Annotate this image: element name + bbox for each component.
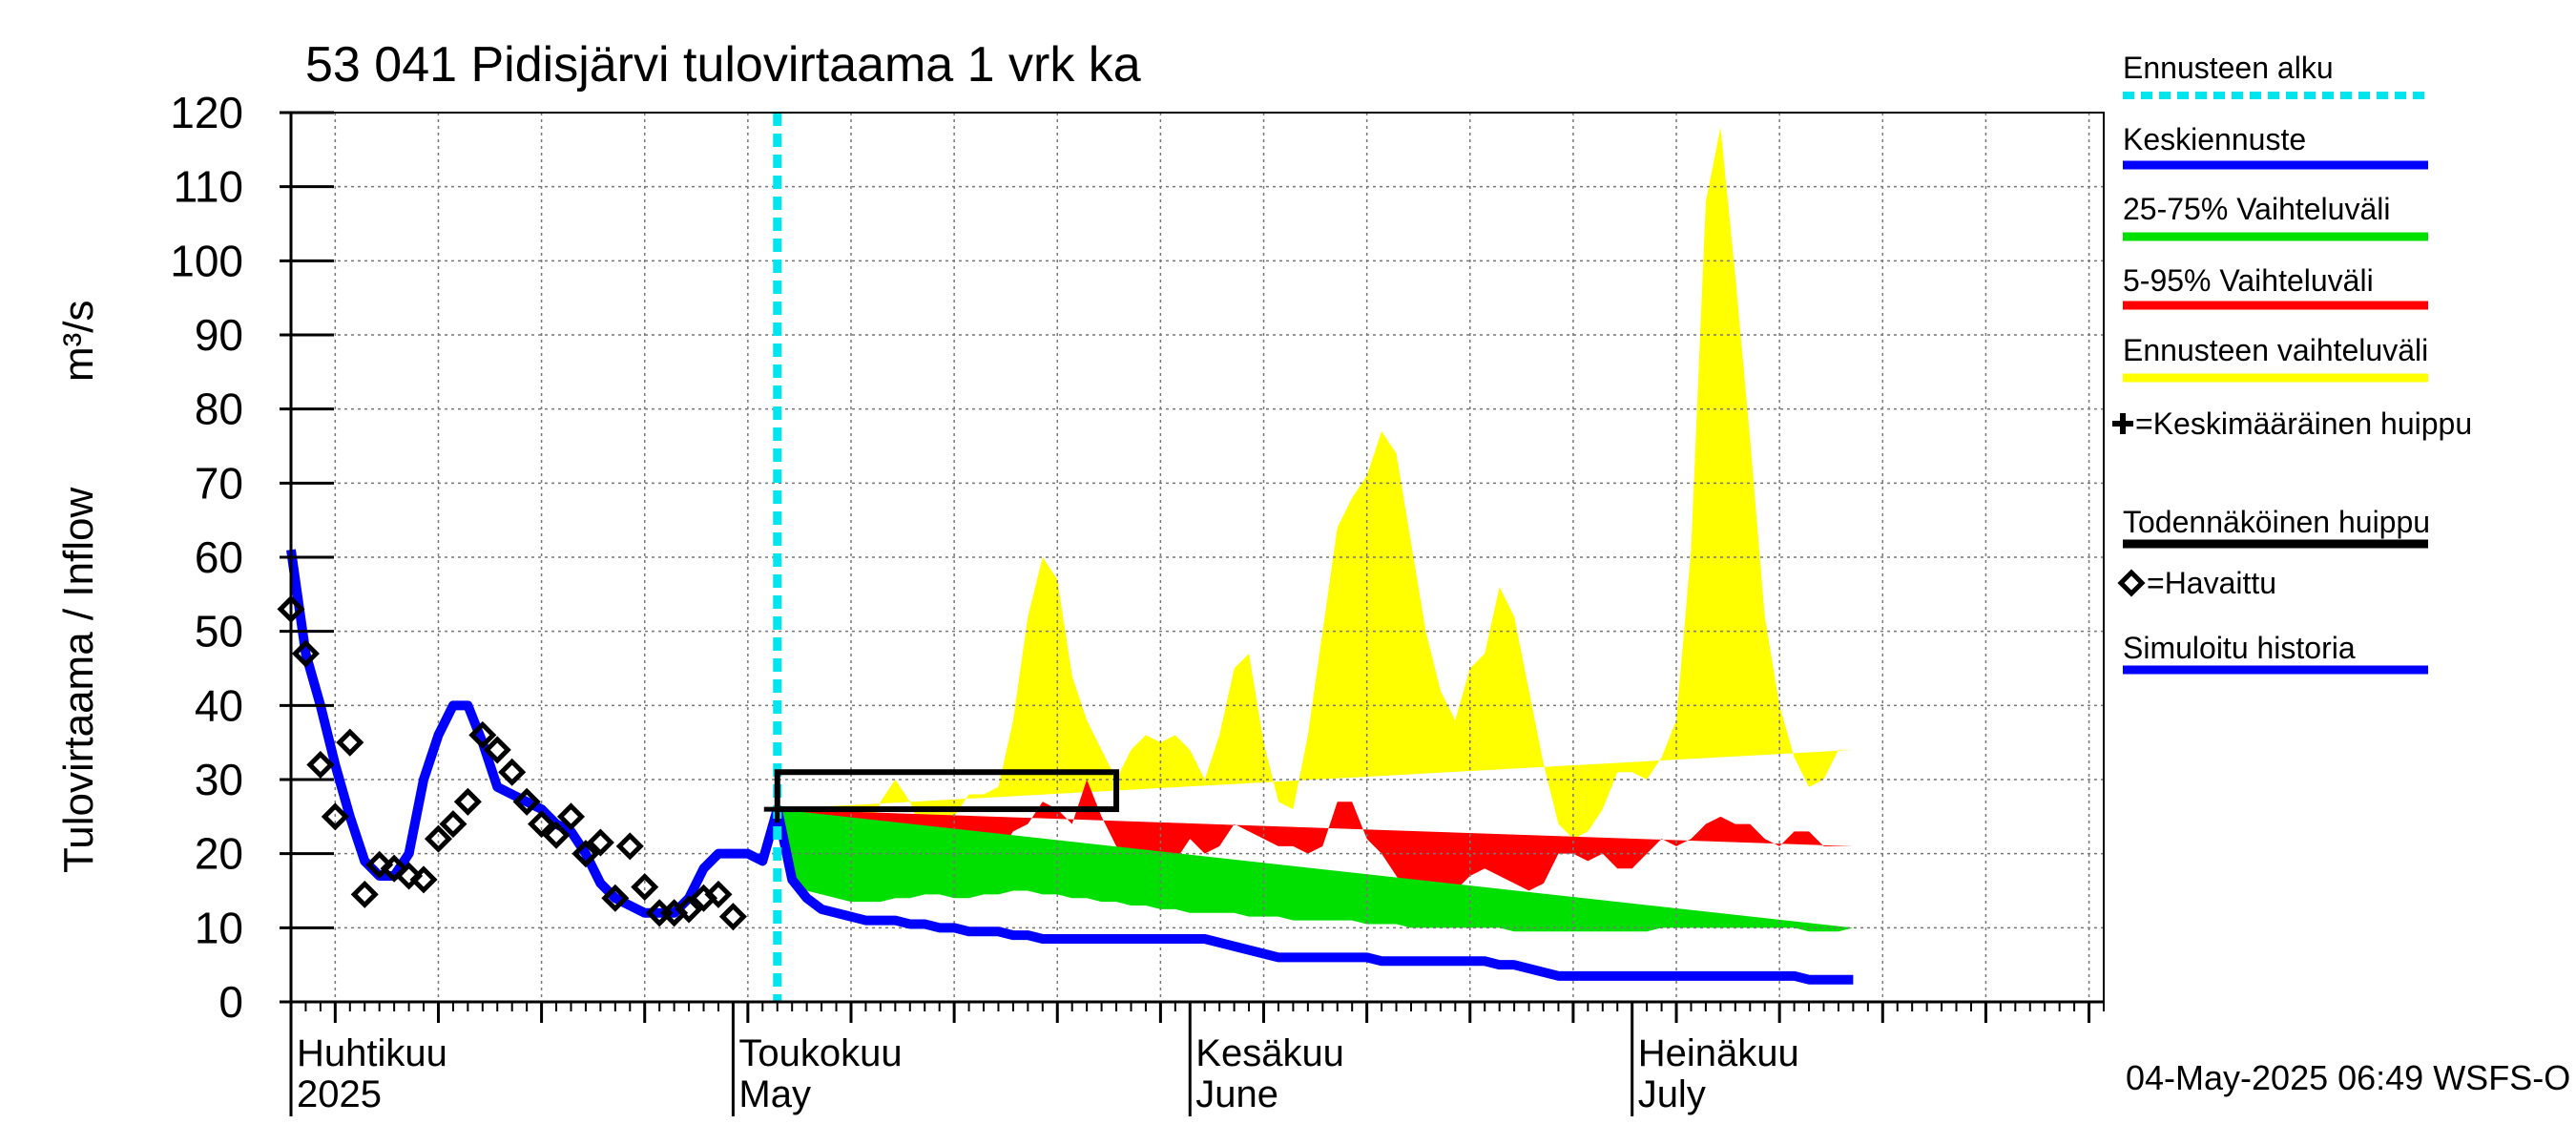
observed-point	[512, 787, 541, 816]
observed-point	[586, 828, 614, 857]
y-tick-label: 30	[195, 755, 243, 804]
y-tick-label: 60	[195, 532, 243, 582]
observed-point	[321, 802, 349, 831]
timestamp: 04-May-2025 06:49 WSFS-O	[2126, 1058, 2570, 1097]
observed-point	[350, 880, 379, 908]
observed-point	[718, 903, 747, 931]
observed-point	[336, 728, 364, 757]
legend-label: Keskiennuste	[2123, 122, 2306, 156]
x-month-sublabel: 2025	[297, 1073, 382, 1115]
y-tick-label: 50	[195, 607, 243, 656]
forecast-range-band	[777, 127, 1854, 891]
observed-point	[675, 895, 703, 924]
observed-point	[439, 810, 467, 839]
grid	[291, 113, 2104, 1002]
y-tick-label: 100	[170, 236, 243, 285]
observed-point	[380, 854, 408, 883]
observed-point	[424, 824, 453, 853]
y-tick-label: 110	[174, 162, 243, 212]
legend-label: =Havaittu	[2147, 566, 2276, 600]
legend-label: 5-95% Vaihteluväli	[2123, 263, 2374, 298]
observed-point	[498, 758, 527, 786]
observed-point	[631, 873, 659, 902]
y-tick-label: 90	[195, 310, 243, 360]
x-month-label: Heinäkuu	[1638, 1032, 1799, 1074]
observed-point	[365, 850, 394, 879]
observed-point	[409, 865, 438, 894]
legend-symbol-diamond	[2117, 569, 2146, 597]
observed-point	[542, 821, 571, 849]
chart-title: 53 041 Pidisjärvi tulovirtaama 1 vrk ka	[305, 37, 1141, 93]
band-25-75	[777, 809, 1854, 932]
observed-point	[571, 840, 600, 868]
x-month-label: Huhtikuu	[297, 1032, 447, 1074]
observed-point	[601, 884, 630, 912]
median-forecast-line	[772, 808, 1854, 985]
y-tick-label: 80	[195, 385, 243, 434]
y-tick-label: 70	[195, 458, 243, 508]
observed-point	[453, 787, 482, 816]
legend-label: 25-75% Vaihteluväli	[2123, 192, 2390, 226]
y-tick-label: 40	[195, 680, 243, 730]
x-month-sublabel: July	[1638, 1073, 1706, 1115]
y-axis-label: Tulovirtaama / Inflow	[55, 487, 102, 873]
observed-point	[468, 720, 497, 749]
plot-area	[277, 112, 2105, 1003]
y-axis-unit: m³/s	[55, 300, 102, 382]
y-tick-label: 10	[195, 903, 243, 952]
observed-point	[483, 736, 511, 764]
legend-label: Simuloitu historia	[2123, 631, 2356, 665]
x-month-sublabel: June	[1195, 1073, 1278, 1115]
observed-point	[291, 639, 320, 668]
observed-point	[306, 750, 335, 780]
legend-label: Ennusteen vaihteluväli	[2123, 333, 2428, 367]
x-month-label: Toukokuu	[738, 1032, 902, 1074]
observed-point	[556, 802, 586, 831]
y-tick-label: 120	[170, 88, 243, 137]
observed-point	[395, 862, 424, 890]
legend-label: Ennusteen alku	[2123, 51, 2334, 85]
legend-label: =Keskimääräinen huippu	[2135, 406, 2472, 441]
x-month-sublabel: May	[738, 1073, 811, 1115]
observed-point	[615, 832, 644, 861]
y-axis: 0 10 20 30 40 50 60 70 80 90 100 110 120	[170, 88, 334, 1027]
y-tick-label: 20	[195, 829, 243, 879]
observed-point	[704, 880, 733, 908]
probable-peak-box	[774, 769, 1120, 813]
legend-label: Todennäköinen huippu	[2123, 505, 2430, 539]
y-tick-label: 0	[218, 977, 243, 1027]
legend-symbol-plus	[2112, 413, 2133, 434]
x-month-label: Kesäkuu	[1195, 1032, 1344, 1074]
observed-point	[528, 810, 556, 839]
legend: Ennusteen alku Keskiennuste 25-75% Vaihtel…	[2112, 51, 2472, 675]
mean-peak-marker	[763, 796, 791, 823]
simulated-history-line	[286, 549, 782, 918]
